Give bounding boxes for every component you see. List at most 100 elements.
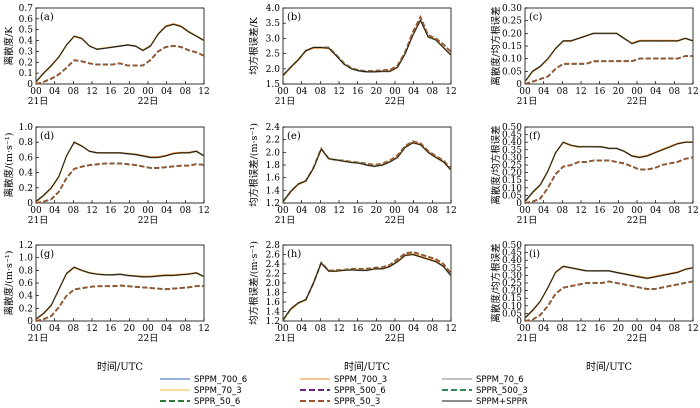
x-tick-label: 12 — [198, 324, 209, 334]
y-tick-label: 0.50 — [502, 123, 522, 133]
x-axis-label: 时间/UTC — [344, 360, 390, 373]
y-tick-label: 2.8 — [266, 241, 281, 251]
x-tick-label: 00 — [277, 324, 289, 334]
x-tick-label: 12 — [445, 206, 456, 216]
x-tick-label: 16 — [594, 87, 606, 97]
series-line-sppr-50-3 — [35, 162, 205, 204]
series-line-sppr-50-3 — [282, 15, 452, 77]
x-tick-label: 12 — [333, 324, 344, 334]
y-tick-label: 0.20 — [502, 287, 522, 297]
series-line-sppr-500-6 — [282, 14, 452, 77]
series-line-sppr-50-6 — [282, 15, 452, 76]
series-line-sppm-700-3 — [35, 142, 205, 203]
x-tick-label: 04 — [161, 87, 173, 97]
date-label-22: 22日 — [138, 96, 158, 107]
x-tick-label: 04 — [538, 206, 550, 216]
x-tick-label: 00 — [519, 206, 531, 216]
x-tick-label: 20 — [613, 324, 625, 334]
y-tick-label: 0.05 — [502, 309, 522, 319]
panel-label: (b) — [287, 12, 301, 23]
y-axis-label: 均方根误差/(m·s⁻¹) — [248, 241, 260, 325]
date-label-22: 22日 — [627, 215, 647, 226]
date-label-21: 21日 — [275, 96, 295, 107]
y-tick-label: 0.10 — [502, 55, 522, 65]
x-tick-label: 00 — [389, 324, 401, 334]
y-tick-label: 1.0 — [19, 254, 34, 264]
date-label-22: 22日 — [138, 333, 158, 344]
y-tick-label: 1.0 — [19, 123, 34, 133]
panel-f: 00.050.100.150.200.250.300.350.400.450.5… — [490, 123, 699, 226]
x-tick-label: 00 — [631, 87, 643, 97]
panel-label: (a) — [40, 12, 54, 23]
panel-c: 0 0.05 0.10 0.15 0.20 0.25 0.30 00 04 08 12 16 20 00 0… — [490, 4, 699, 107]
y-axis-label: 离散度/(m·s⁻¹) — [3, 251, 15, 316]
y-tick-label: 1.8 — [266, 161, 281, 171]
y-axis-label: 均方根误差/K — [248, 16, 260, 75]
y-tick-label: 0.8 — [19, 266, 34, 276]
series-line-sppr-50-3 — [524, 55, 693, 85]
series-line-sppr-500-3 — [282, 15, 452, 77]
y-tick-label: 0.25 — [502, 279, 522, 289]
y-tick-label: 0.50 — [502, 241, 522, 251]
y-tick-label: 0.35 — [502, 146, 522, 156]
y-tick-label: 0 — [516, 80, 522, 90]
x-tick-label: 20 — [613, 206, 625, 216]
y-axis-label: 离散度/均方根误差 — [490, 243, 502, 322]
date-label-21: 21日 — [275, 215, 295, 226]
y-tick-label: 0.4 — [19, 292, 34, 302]
x-tick-label: 04 — [161, 324, 173, 334]
x-tick-label: 00 — [389, 206, 401, 216]
x-tick-label: 08 — [180, 206, 192, 216]
y-tick-label: 0.6 — [19, 279, 34, 289]
legend-entry: SPPM_70_3 — [194, 386, 242, 396]
x-tick-label: 04 — [296, 87, 308, 97]
x-tick-label: 04 — [49, 324, 61, 334]
series-line-sppm-sppr — [524, 32, 694, 82]
x-tick-label: 00 — [519, 87, 531, 97]
y-tick-label: 1.8 — [266, 289, 281, 299]
series-line-sppm-700-3 — [282, 253, 452, 321]
panel-i: 00.050.100.150.200.250.300.350.400.450.5… — [490, 241, 699, 344]
series-line-sppm-sppr — [282, 142, 452, 203]
x-tick-label: 16 — [105, 324, 117, 334]
y-tick-label: 0.40 — [502, 138, 522, 148]
y-tick-label: 1.4 — [266, 308, 281, 318]
x-tick-label: 00 — [277, 87, 289, 97]
y-axis-label: 离散度/均方根误差 — [490, 6, 502, 85]
y-tick-label: 3.5 — [266, 19, 281, 29]
series-line-sppr-500-6 — [35, 44, 205, 85]
x-tick-label: 08 — [427, 87, 439, 97]
x-tick-label: 12 — [86, 206, 97, 216]
x-axis-label: 时间/UTC — [97, 360, 143, 373]
date-label-21: 21日 — [517, 333, 537, 344]
series-line-sppr-500-3 — [282, 251, 452, 321]
y-tick-label: 3.0 — [266, 34, 281, 44]
series-line-sppm-70-6 — [282, 254, 452, 320]
series-line-sppm-70-6 — [282, 19, 452, 76]
y-tick-label: 0 — [27, 199, 33, 209]
y-axis-label: 离散度/(m·s⁻¹) — [3, 133, 15, 198]
x-tick-label: 12 — [86, 87, 97, 97]
series-line-sppr-500-3 — [35, 45, 205, 85]
y-tick-label: 2.4 — [266, 123, 281, 133]
y-axis-label: 离散度/均方根误差 — [490, 125, 502, 204]
legend-entry: SPPM_700_6 — [194, 375, 247, 385]
plot-frame — [35, 244, 205, 322]
panel-h: 1.21.41.61.82.02.22.42.62.8 00 04 08 12 16 20 0… — [248, 241, 457, 344]
x-tick-label: 16 — [594, 324, 606, 334]
x-tick-label: 20 — [124, 87, 136, 97]
y-tick-label: 0.10 — [502, 184, 522, 194]
x-tick-label: 12 — [333, 206, 344, 216]
y-tick-label: 2.0 — [266, 148, 281, 158]
series-line-sppm-sppr — [35, 141, 205, 202]
x-tick-label: 04 — [650, 324, 662, 334]
date-label-21: 21日 — [275, 333, 295, 344]
panel-label: (c) — [529, 12, 543, 23]
y-tick-label: 1.5 — [266, 80, 281, 90]
x-tick-label: 12 — [575, 324, 586, 334]
y-tick-label: 0.1 — [19, 69, 33, 79]
y-tick-label: 4.0 — [266, 4, 281, 14]
x-tick-label: 04 — [49, 206, 61, 216]
legend-entry: SPPR_50_6 — [194, 397, 240, 407]
